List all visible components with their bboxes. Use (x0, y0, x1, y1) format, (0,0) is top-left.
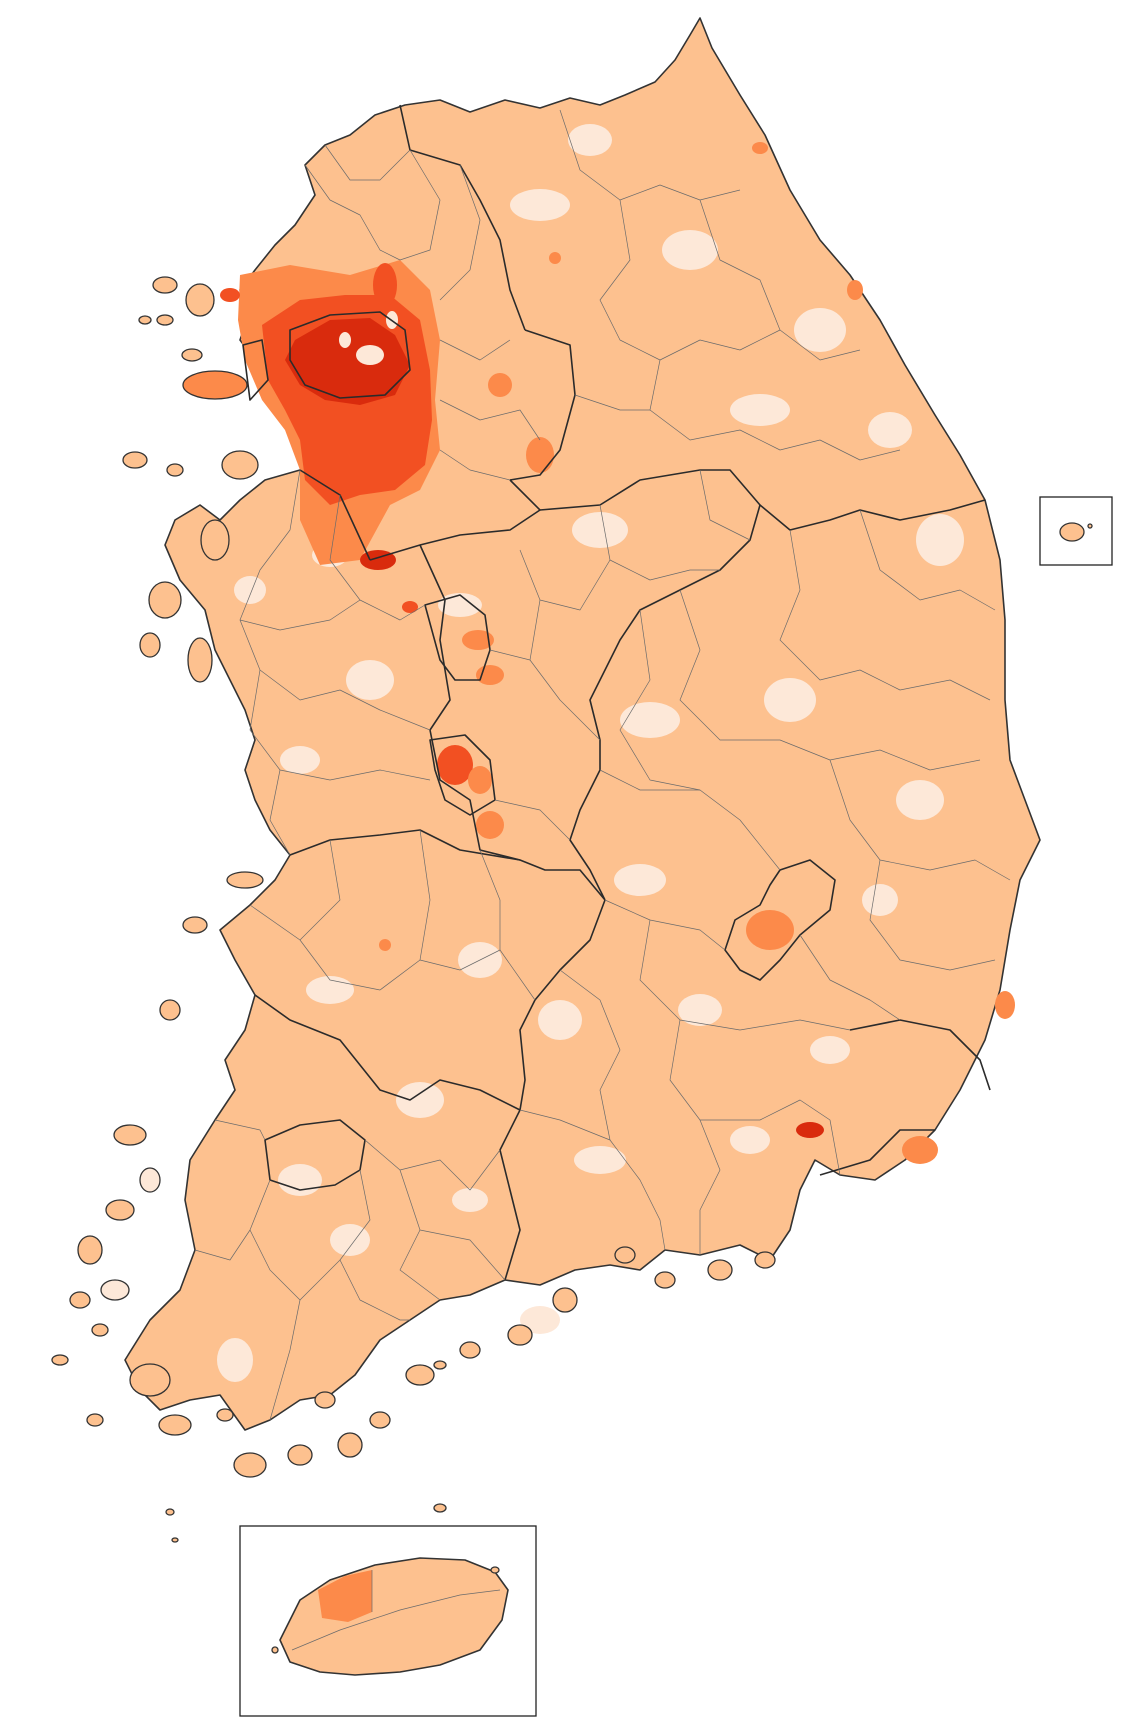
low-value-patches (217, 124, 964, 1382)
jeju-inset (239, 1525, 537, 1717)
mainland-outline (124, 17, 1041, 1431)
jeju-si-district (318, 1570, 372, 1622)
ulleungdo-inset-frame (1039, 496, 1113, 566)
jeju-strait-islets (165, 1503, 447, 1543)
ulleungdo-island (1059, 522, 1085, 542)
ulleungdo-inset (1039, 496, 1113, 566)
district-boundaries (194, 109, 1011, 1421)
coastal-islands (51, 276, 776, 1478)
mainland (124, 17, 1041, 1431)
jeju-island (279, 1557, 509, 1676)
jeju-inset-frame (239, 1525, 537, 1717)
seoul-metro-hotspot (220, 260, 554, 570)
